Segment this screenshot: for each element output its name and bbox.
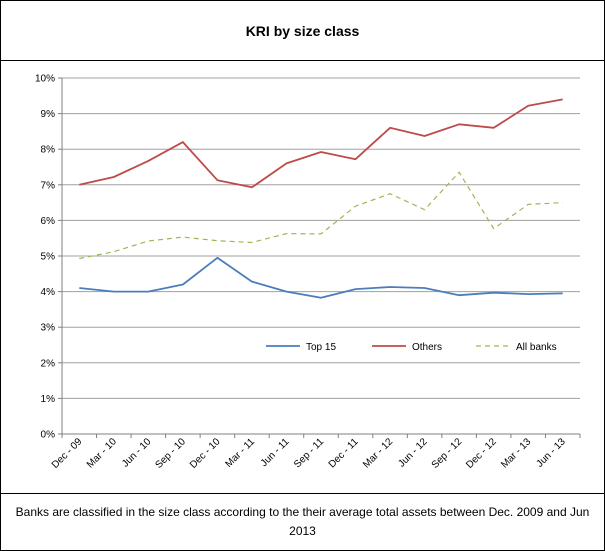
y-tick-label: 5% xyxy=(41,252,56,263)
x-tick-label: Sep - 10 xyxy=(153,436,188,471)
y-tick-label: 9% xyxy=(41,109,56,120)
y-tick-label: 0% xyxy=(41,430,56,441)
series-line-top-15 xyxy=(79,256,563,299)
y-tick-label: 4% xyxy=(41,287,56,298)
x-tick-label: Mar - 13 xyxy=(499,436,533,470)
x-tick-label: Dec - 12 xyxy=(464,436,499,471)
x-tick-label: Dec - 10 xyxy=(188,436,223,471)
y-tick-label: 3% xyxy=(41,323,56,334)
x-tick-label: Sep - 12 xyxy=(430,436,465,471)
legend-label: Top 15 xyxy=(306,342,336,353)
y-tick-label: 1% xyxy=(41,394,56,405)
x-tick-label: Mar - 10 xyxy=(85,436,119,470)
series-line-all-banks xyxy=(79,171,563,260)
series-line-others xyxy=(79,98,563,189)
x-tick-label: Mar - 11 xyxy=(223,436,257,470)
y-tick-label: 7% xyxy=(41,180,56,191)
y-tick-label: 10% xyxy=(35,74,55,85)
x-tick-label: Dec - 11 xyxy=(327,436,361,470)
legend-label: Others xyxy=(412,342,442,353)
x-tick-label: Jun - 12 xyxy=(396,436,430,470)
y-tick-label: 8% xyxy=(41,145,56,156)
y-tick-label: 2% xyxy=(41,358,56,369)
x-tick-label: Sep - 11 xyxy=(292,436,326,470)
legend-label: All banks xyxy=(516,342,557,353)
x-tick-label: Jun - 11 xyxy=(259,436,292,469)
x-tick-label: Dec - 09 xyxy=(50,436,85,471)
chart-area: 0% 1% 2% 3% 4% 5% 6% 7% 8% 9% 10% Dec - 09 Mar - 10 J… xyxy=(1,61,604,491)
footnote: Banks are classified in the size class a… xyxy=(1,493,604,550)
y-tick-label: 6% xyxy=(41,216,56,227)
line-chart: 0%1%2%3%4%5%6%7%8%9%10%Dec - 09 Mar - 10 J… xyxy=(35,74,581,471)
x-tick-label: Mar - 12 xyxy=(361,436,395,470)
x-tick-label: Jun - 10 xyxy=(120,436,154,470)
x-tick-label: Jun - 13 xyxy=(535,436,569,470)
chart-title: KRI by size class xyxy=(1,1,604,61)
